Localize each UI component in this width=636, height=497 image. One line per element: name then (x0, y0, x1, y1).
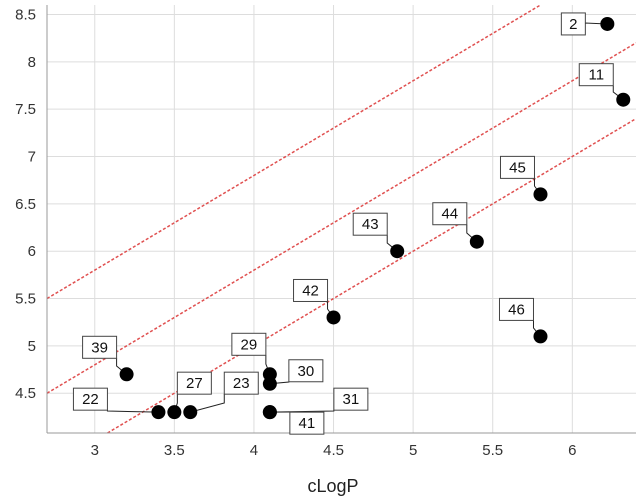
data-point (326, 310, 341, 325)
point-label-box (293, 278, 329, 302)
point-label-box (176, 371, 212, 395)
data-point (616, 92, 631, 107)
point-label: 41 (289, 411, 325, 435)
y-tick-label: 7 (28, 149, 36, 166)
point-label-box (432, 202, 468, 226)
point-label-box (333, 387, 369, 411)
point-label: 45 (499, 155, 535, 179)
reference-line-2 (46, 42, 636, 394)
point-label: 11 (578, 63, 614, 87)
point-label: 2 (560, 12, 586, 36)
y-tick-label: 5 (28, 338, 36, 355)
y-tick-label: 8 (28, 54, 36, 71)
tick-labels: 3 3.5 4 4.5 5 5.5 6 4.5 5 5.5 6 6.5 7 7.5 8 8.5 (15, 6, 576, 459)
point-label-text: 23 (233, 375, 250, 392)
point-label: 44 (432, 202, 468, 226)
point-label: 27 (176, 371, 212, 395)
point-label-text: 30 (298, 363, 315, 380)
x-tick-label: 3 (91, 442, 99, 459)
x-tick-label: 5.5 (482, 442, 503, 459)
data-point (600, 16, 615, 31)
reference-line-1 (46, 4, 541, 300)
point-label-text: 44 (441, 206, 458, 223)
point-label-text: 27 (186, 375, 203, 392)
y-tick-label: 8.5 (15, 6, 36, 23)
x-tick-label: 4 (250, 442, 258, 459)
point-label-text: 46 (508, 301, 525, 318)
point-label-box (223, 371, 259, 395)
label-leader (190, 394, 225, 413)
point-label: 29 (231, 332, 267, 356)
data-point (533, 329, 548, 344)
y-tick-label: 6 (28, 243, 36, 260)
x-tick-label: 4.5 (323, 442, 344, 459)
point-label: 42 (293, 278, 329, 302)
point-label: 31 (333, 387, 369, 411)
point-label-box (499, 155, 535, 179)
point-label-box (288, 359, 324, 383)
x-tick-label: 3.5 (164, 442, 185, 459)
point-label-text: 41 (299, 415, 316, 432)
y-tick-label: 6.5 (15, 196, 36, 213)
point-label-box (289, 411, 325, 435)
x-tick-label: 5 (409, 442, 417, 459)
point-label: 46 (498, 297, 534, 321)
data-point (469, 234, 484, 249)
point-label: 23 (223, 371, 259, 395)
point-label-box (578, 63, 614, 87)
point-label-text: 42 (302, 282, 319, 299)
point-label-box (352, 212, 388, 236)
point-label-box (72, 387, 108, 411)
data-point (183, 405, 198, 420)
point-label-text: 29 (241, 336, 258, 353)
point-label-text: 22 (82, 391, 99, 408)
x-tick-label: 6 (568, 442, 576, 459)
x-axis-label: cLogP (307, 476, 358, 496)
point-label: 22 (72, 387, 108, 411)
axes (46, 5, 636, 434)
point-label-text: 39 (91, 339, 108, 356)
data-point (151, 405, 166, 420)
reference-lines (46, 4, 636, 434)
y-tick-label: 5.5 (15, 291, 36, 308)
point-label: 43 (352, 212, 388, 236)
point-label: 39 (82, 335, 118, 359)
label-leader (106, 410, 159, 413)
point-label: 30 (288, 359, 324, 383)
point-label-text: 2 (569, 16, 577, 33)
y-tick-label: 7.5 (15, 101, 36, 118)
data-point (390, 244, 405, 259)
y-tick-label: 4.5 (15, 385, 36, 402)
data-point (262, 376, 277, 391)
point-label-text: 31 (343, 391, 360, 408)
point-label-box (231, 332, 267, 356)
data-points (119, 16, 631, 420)
point-label-text: 11 (588, 67, 604, 84)
data-point (119, 367, 134, 382)
point-label-text: 43 (362, 216, 379, 233)
data-point (262, 405, 277, 420)
grid-lines (47, 5, 636, 433)
point-label-box (498, 297, 534, 321)
data-point (533, 187, 548, 202)
point-label-box (560, 12, 586, 36)
point-labels: 2 11 45 44 43 42 46 39 29 30 41 31 22 27 23 (72, 12, 614, 435)
point-label-text: 45 (509, 159, 526, 176)
data-point (167, 405, 182, 420)
point-label-box (82, 335, 118, 359)
